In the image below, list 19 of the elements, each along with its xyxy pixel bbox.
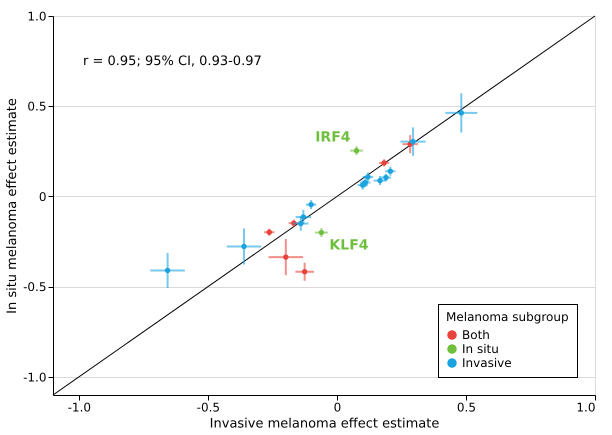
y-tick-label: -0.5 xyxy=(23,280,46,294)
y-axis-title: In situ melanoma effect estimate xyxy=(5,98,20,314)
x-tick-label: 1.0 xyxy=(576,400,596,414)
legend-label: Both xyxy=(462,328,490,342)
legend-label: In situ xyxy=(462,342,499,356)
x-axis-title: Invasive melanoma effect estimate xyxy=(210,416,440,432)
x-tick-label: 0 xyxy=(334,400,342,414)
legend-title: Melanoma subgroup xyxy=(446,310,569,324)
legend-label: Invasive xyxy=(462,356,512,370)
annotation: r = 0.95; 95% CI, 0.93-0.97 xyxy=(83,54,262,69)
x-tick-label: 0.5 xyxy=(456,400,476,414)
x-tick-label: -1.0 xyxy=(68,400,92,414)
annotation: KLF4 xyxy=(329,238,369,254)
y-tick-label: 0 xyxy=(38,190,46,204)
x-tick-label: -0.5 xyxy=(196,400,220,414)
annotation: IRF4 xyxy=(315,130,351,146)
y-tick-label: 0.5 xyxy=(27,100,46,114)
y-tick-label: 1.0 xyxy=(27,10,46,24)
y-tick-label: -1.0 xyxy=(23,370,46,384)
